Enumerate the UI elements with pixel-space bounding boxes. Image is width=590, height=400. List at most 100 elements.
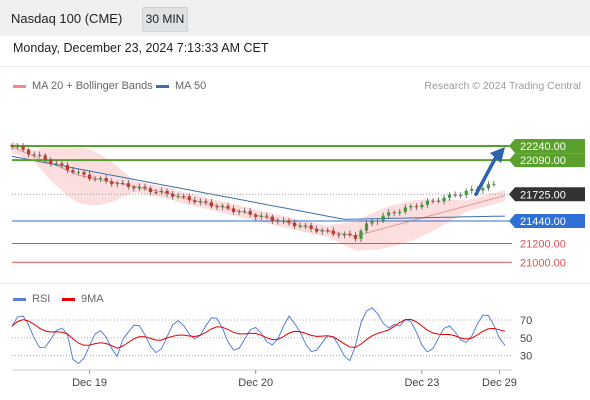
candle-body [38, 154, 42, 156]
ma50-line [11, 155, 506, 220]
legend-item-rsi: RSI [13, 293, 50, 305]
candle-body [331, 230, 335, 235]
candle-body [276, 220, 280, 222]
price-label-box [509, 139, 585, 153]
ma50-swatch [156, 84, 169, 88]
divider [0, 66, 590, 67]
candle-body [187, 196, 191, 201]
rsi-level-label: 50 [520, 333, 532, 345]
candle-body [10, 145, 14, 147]
candle-body [87, 174, 92, 179]
price-label-box [509, 153, 585, 168]
candle-body [209, 202, 214, 207]
candle-body [148, 188, 153, 193]
candle-body [398, 211, 402, 214]
candle-body [54, 163, 58, 165]
candle-body [126, 183, 130, 187]
chart-header: Nasdaq 100 (CME) 30 MIN [0, 0, 590, 36]
candle-body [198, 200, 202, 203]
price-label-box [509, 187, 585, 202]
candle-body [259, 215, 263, 218]
candle-body [43, 155, 47, 160]
candle-body [387, 212, 391, 216]
candle-body [381, 215, 385, 221]
x-tick-label: Dec 19 [72, 377, 107, 389]
price-label-text: 22090.00 [520, 155, 566, 167]
candle-body [370, 221, 374, 224]
candle-body [248, 210, 252, 215]
candle-body [486, 184, 490, 189]
chart-datetime: Monday, December 23, 2024 7:13:33 AM CET [13, 41, 269, 55]
price-label-text: 21200.00 [520, 239, 566, 251]
candle-body [425, 200, 430, 205]
candle-body [409, 205, 413, 208]
candle-body [270, 216, 274, 221]
legend-label-ma20: MA 20 + Bollinger Bands [32, 80, 153, 92]
candle-body [459, 195, 463, 197]
x-tick-label: Dec 29 [482, 377, 517, 389]
candle-body [132, 186, 136, 189]
candle-body [453, 194, 457, 196]
candle-body [204, 200, 208, 203]
candle-body [65, 164, 69, 171]
candle-body [49, 159, 53, 164]
projection-arrowhead [490, 147, 505, 163]
candle-body [392, 212, 396, 214]
candle-body [231, 208, 236, 212]
candle-body [215, 206, 219, 208]
candle-body [159, 190, 164, 193]
candle-body [436, 200, 441, 202]
candle-body [76, 171, 81, 173]
candle-body [165, 190, 169, 194]
legend-item-ma50: MA 50 [156, 80, 206, 92]
price-label-text: 21725.00 [520, 189, 566, 201]
candle-body [303, 225, 308, 227]
candle-body [220, 205, 225, 208]
candle-body [292, 222, 297, 227]
9ma-swatch [62, 297, 75, 301]
research-credit: Research © 2024 Trading Central [424, 80, 581, 92]
candle-body [315, 228, 319, 232]
candle-body [492, 183, 496, 185]
legend-label-9ma: 9MA [81, 293, 104, 305]
bollinger-band [12, 141, 505, 251]
candle-body [237, 211, 241, 213]
candle-body [403, 207, 407, 212]
candle-body [287, 220, 291, 223]
legend-label-ma50: MA 50 [175, 80, 207, 92]
rsi-9ma-line [11, 318, 506, 349]
rsi-swatch [13, 297, 26, 301]
candle-body [226, 205, 230, 209]
candle-body [32, 154, 36, 156]
candle-body [15, 146, 20, 148]
legend-item-ma20: MA 20 + Bollinger Bands [13, 80, 153, 92]
candle-body [182, 196, 186, 198]
candle-body [364, 223, 369, 231]
candle-body [420, 204, 424, 208]
candle-body [464, 190, 468, 196]
candle-body [121, 182, 125, 184]
candle-body [375, 220, 380, 222]
instrument-title: Nasdaq 100 (CME) [11, 11, 123, 26]
timeframe-button[interactable]: 30 MIN [142, 7, 188, 32]
candle-body [265, 215, 269, 217]
candle-body [99, 178, 103, 180]
candle-body [359, 230, 363, 239]
candle-body [171, 193, 175, 197]
candle-body [154, 192, 158, 194]
candle-body [337, 234, 341, 236]
price-label-box [509, 214, 585, 228]
candle-body [254, 214, 258, 218]
candle-body [60, 163, 64, 165]
price-label-text: 22240.00 [520, 141, 566, 153]
candle-body [115, 182, 119, 185]
candle-body [193, 200, 197, 203]
rsi-level-label: 30 [520, 351, 532, 363]
candle-body [414, 205, 418, 208]
candle-body [353, 235, 358, 239]
candle-body [320, 230, 324, 232]
candle-body [348, 233, 352, 236]
candle-body [243, 210, 247, 212]
candle-body [448, 194, 452, 198]
